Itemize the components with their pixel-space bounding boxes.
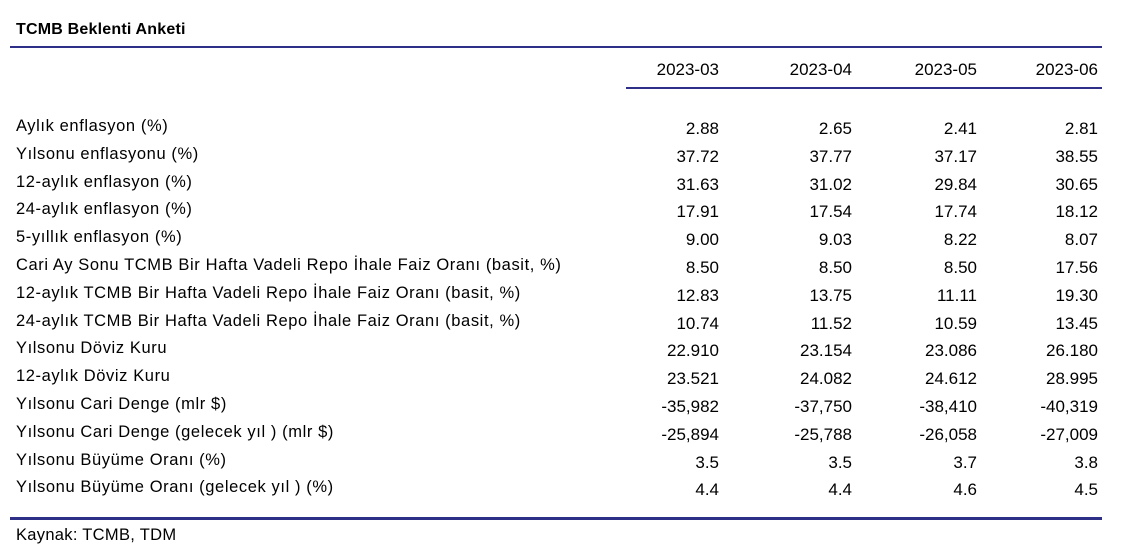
cell-value: 37.77 xyxy=(809,146,852,166)
cell-value: 4.4 xyxy=(828,480,852,500)
cell-value: 38.55 xyxy=(1055,146,1098,166)
cell-value: 29.84 xyxy=(934,174,977,194)
row-label: 12-aylık TCMB Bir Hafta Vadeli Repo İhal… xyxy=(16,283,521,302)
table-row: Yılsonu enflasyonu (%) 37.72 37.77 37.17… xyxy=(0,145,1123,173)
row-label: Yılsonu Büyüme Oranı (gelecek yıl ) (%) xyxy=(16,478,334,497)
cell-value: 4.4 xyxy=(695,480,719,500)
table-row: Yılsonu Büyüme Oranı (%) 3.5 3.5 3.7 3.8 xyxy=(0,451,1123,479)
cell-value: 31.63 xyxy=(676,174,719,194)
cell-value: 10.59 xyxy=(934,313,977,333)
cell-value: 24.612 xyxy=(925,369,977,389)
cell-value: 12.83 xyxy=(676,285,719,305)
table-row: 12-aylık Döviz Kuru 23.521 24.082 24.612… xyxy=(0,367,1123,395)
cell-value: 3.8 xyxy=(1074,452,1098,472)
table-row: Yılsonu Döviz Kuru 22.910 23.154 23.086 … xyxy=(0,339,1123,367)
column-header-4: 2023-06 xyxy=(1035,60,1098,79)
cell-value: 18.12 xyxy=(1055,202,1098,222)
row-label: Yılsonu Cari Denge (mlr $) xyxy=(16,394,227,413)
cell-value: 3.5 xyxy=(828,452,852,472)
cell-value: 2.81 xyxy=(1064,119,1098,138)
row-label: 24-aylık enflasyon (%) xyxy=(16,200,193,219)
cell-value: 2.41 xyxy=(943,119,977,138)
cell-value: 13.45 xyxy=(1055,313,1098,333)
cell-value: 9.03 xyxy=(818,230,852,250)
cell-value: 2.88 xyxy=(685,119,719,138)
cell-value: 17.74 xyxy=(934,202,977,222)
cell-value: -40,319 xyxy=(1040,396,1098,416)
cell-value: 8.22 xyxy=(943,230,977,250)
cell-value: 10.74 xyxy=(676,313,719,333)
header-rule xyxy=(626,87,1102,89)
cell-value: 4.6 xyxy=(953,480,977,500)
cell-value: 17.54 xyxy=(809,202,852,222)
table-row: Yılsonu Cari Denge (gelecek yıl ) (mlr $… xyxy=(0,423,1123,451)
cell-value: 8.07 xyxy=(1064,230,1098,250)
row-label: Yılsonu Döviz Kuru xyxy=(16,339,168,358)
table-row: 5-yıllık enflasyon (%) 9.00 9.03 8.22 8.… xyxy=(0,228,1123,256)
cell-value: 8.50 xyxy=(943,257,977,277)
cell-value: 3.7 xyxy=(953,452,977,472)
row-label: Cari Ay Sonu TCMB Bir Hafta Vadeli Repo … xyxy=(16,255,562,274)
row-label: 5-yıllık enflasyon (%) xyxy=(16,228,183,247)
table-body: Aylık enflasyon (%) 2.88 2.65 2.41 2.81 … xyxy=(0,117,1123,506)
cell-value: 3.5 xyxy=(695,452,719,472)
table-row: Cari Ay Sonu TCMB Bir Hafta Vadeli Repo … xyxy=(0,256,1123,284)
table-title: TCMB Beklenti Anketi xyxy=(16,21,186,38)
cell-value: 11.52 xyxy=(810,313,852,333)
source-note: Kaynak: TCMB, TDM xyxy=(16,526,177,544)
cell-value: -38,410 xyxy=(919,396,977,416)
cell-value: 37.72 xyxy=(676,146,719,166)
table-row: Aylık enflasyon (%) 2.88 2.65 2.41 2.81 xyxy=(0,117,1123,145)
cell-value: 9.00 xyxy=(685,230,719,250)
cell-value: 11.11 xyxy=(936,285,977,305)
row-label: 12-aylık enflasyon (%) xyxy=(16,172,193,191)
cell-value: 26.180 xyxy=(1046,341,1098,361)
row-label: 24-aylık TCMB Bir Hafta Vadeli Repo İhal… xyxy=(16,311,521,330)
cell-value: 23.154 xyxy=(800,341,852,361)
cell-value: 4.5 xyxy=(1074,480,1098,500)
row-label: Yılsonu Cari Denge (gelecek yıl ) (mlr $… xyxy=(16,422,335,441)
top-rule xyxy=(10,46,1102,48)
cell-value: -26,058 xyxy=(919,424,977,444)
cell-value: 13.75 xyxy=(809,285,852,305)
cell-value: 24.082 xyxy=(800,369,852,389)
cell-value: 2.65 xyxy=(818,119,852,138)
column-header-3: 2023-05 xyxy=(914,60,977,79)
cell-value: 23.521 xyxy=(667,369,719,389)
cell-value: -35,982 xyxy=(661,396,719,416)
cell-value: 17.56 xyxy=(1055,257,1098,277)
cell-value: -25,894 xyxy=(661,424,719,444)
row-label: Aylık enflasyon (%) xyxy=(16,117,169,135)
cell-value: 30.65 xyxy=(1055,174,1098,194)
table-row: 12-aylık enflasyon (%) 31.63 31.02 29.84… xyxy=(0,173,1123,201)
column-header-2: 2023-04 xyxy=(789,60,852,79)
cell-value: -27,009 xyxy=(1040,424,1098,444)
row-label: Yılsonu enflasyonu (%) xyxy=(16,144,199,163)
cell-value: -25,788 xyxy=(794,424,852,444)
cell-value: 8.50 xyxy=(685,257,719,277)
row-label: Yılsonu Büyüme Oranı (%) xyxy=(16,450,227,469)
bottom-rule xyxy=(10,517,1102,520)
cell-value: 19.30 xyxy=(1055,285,1098,305)
cell-value: 8.50 xyxy=(818,257,852,277)
table-row: 24-aylık enflasyon (%) 17.91 17.54 17.74… xyxy=(0,200,1123,228)
cell-value: 17.91 xyxy=(676,202,719,222)
cell-value: 37.17 xyxy=(934,146,977,166)
column-header-1: 2023-03 xyxy=(656,60,719,79)
cell-value: 28.995 xyxy=(1046,369,1098,389)
cell-value: 31.02 xyxy=(809,174,852,194)
cell-value: 22.910 xyxy=(667,341,719,361)
cell-value: -37,750 xyxy=(794,396,852,416)
table-row: 24-aylık TCMB Bir Hafta Vadeli Repo İhal… xyxy=(0,312,1123,340)
table-row: 12-aylık TCMB Bir Hafta Vadeli Repo İhal… xyxy=(0,284,1123,312)
table-row: Yılsonu Cari Denge (mlr $) -35,982 -37,7… xyxy=(0,395,1123,423)
row-label: 12-aylık Döviz Kuru xyxy=(16,367,171,386)
cell-value: 23.086 xyxy=(925,341,977,361)
table-row: Yılsonu Büyüme Oranı (gelecek yıl ) (%) … xyxy=(0,478,1123,506)
